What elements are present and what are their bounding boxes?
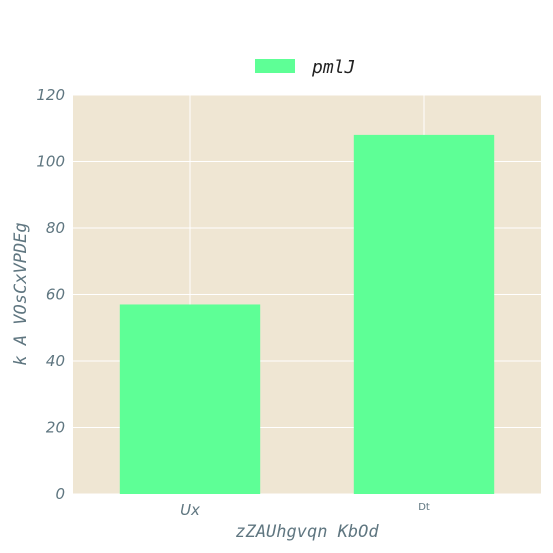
legend-swatch — [255, 59, 295, 73]
legend: pmlJ — [255, 57, 355, 78]
y-tick-label: 120 — [36, 86, 65, 104]
x-tick-label: Ux — [180, 501, 200, 519]
bars — [119, 134, 495, 494]
bar-ux — [119, 304, 261, 494]
x-axis-label: zZAUhgvqn KbOd — [235, 522, 379, 542]
legend-label: pmlJ — [311, 57, 355, 78]
bar-dt — [353, 134, 495, 494]
y-tick-label: 80 — [46, 219, 65, 237]
y-tick-label: 0 — [55, 485, 65, 503]
x-axis-ticks: Ux Dt — [180, 501, 430, 519]
y-axis-label: k A VOsCxVPDEg — [11, 222, 31, 365]
y-tick-label: 100 — [36, 153, 65, 171]
y-tick-label: 60 — [46, 286, 65, 304]
y-tick-label: 20 — [46, 419, 65, 437]
y-tick-label: 40 — [46, 352, 65, 370]
x-tick-label: Dt — [418, 502, 430, 513]
y-axis-ticks: 0 20 40 60 80 100 120 — [36, 86, 65, 503]
